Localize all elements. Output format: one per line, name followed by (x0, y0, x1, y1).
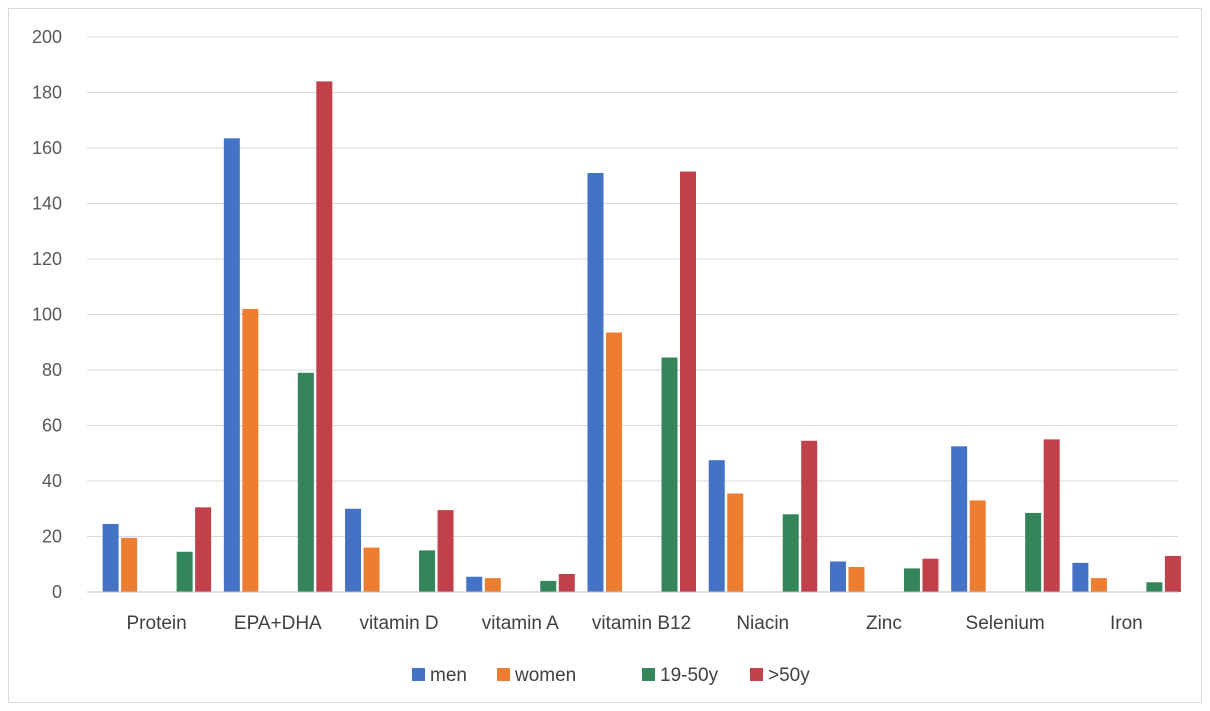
bar-1950y-iron (1146, 582, 1163, 592)
bar-1950y-selenium (1025, 512, 1042, 592)
y-tick-label: 40 (42, 471, 62, 491)
y-tick-label: 180 (32, 83, 62, 103)
y-tick-label: 200 (32, 27, 62, 47)
bar-1950y-zinc (903, 568, 920, 592)
bar-women-vitamin-d (363, 547, 380, 592)
x-category-label: vitamin A (482, 613, 559, 634)
bar-1950y-protein (176, 551, 193, 592)
y-tick-label: 100 (32, 305, 62, 325)
bar-men-selenium (951, 446, 968, 592)
legend-label: men (430, 665, 467, 686)
y-tick-label: 140 (32, 194, 62, 214)
bar-50y-protein (195, 507, 212, 592)
x-category-label: Zinc (866, 613, 902, 634)
x-category-label: Protein (127, 613, 187, 634)
legend-swatch (497, 668, 510, 681)
y-tick-label: 120 (32, 249, 62, 269)
bar-women-niacin (727, 493, 744, 592)
gridlines (87, 36, 1178, 537)
y-axis-tick-labels: 0 20 40 60 80 100 120 140 160 180 200 (32, 27, 62, 602)
bar-women-vitamin-b12 (606, 332, 622, 592)
bar-1950y-epa-dha (297, 372, 314, 592)
bar-50y-selenium (1043, 439, 1060, 592)
bars (102, 81, 1181, 593)
bar-1950y-vitamin-b12 (661, 357, 678, 592)
y-tick-label: 0 (52, 582, 62, 602)
legend-label: 19-50y (660, 665, 719, 686)
legend-item: women (497, 665, 576, 686)
chart-frame (8, 8, 1202, 703)
bar-50y-zinc (922, 558, 939, 592)
y-tick-label: 60 (42, 416, 62, 436)
y-tick-label: 160 (32, 138, 62, 158)
bar-men-iron (1072, 562, 1089, 592)
legend-label: women (514, 665, 576, 686)
bar-men-protein (102, 524, 119, 592)
bar-women-vitamin-a (484, 578, 501, 592)
x-category-label: vitamin B12 (592, 613, 691, 634)
bar-1950y-niacin (782, 514, 799, 592)
legend-swatch (642, 668, 655, 681)
bar-50y-vitamin-b12 (680, 171, 696, 592)
x-category-label: Niacin (736, 613, 789, 634)
bar-men-niacin (708, 460, 725, 592)
x-category-label: vitamin D (359, 613, 438, 634)
bar-women-epa-dha (242, 308, 259, 592)
legend-item: men (412, 665, 467, 686)
legend: men women 19-50y >50y (412, 665, 810, 686)
bar-50y-vitamin-d (437, 510, 454, 592)
x-category-label: Selenium (966, 613, 1045, 634)
bar-men-zinc (829, 561, 846, 592)
x-axis-category-labels: Protein EPA+DHA vitamin D vitamin A vitamin … (127, 613, 1143, 634)
bar-1950y-vitamin-a (540, 580, 557, 592)
y-tick-label: 80 (42, 360, 62, 380)
bar-men-vitamin-b12 (587, 172, 604, 592)
legend-item: >50y (750, 665, 810, 686)
bar-1950y-vitamin-d (419, 550, 436, 592)
legend-swatch (412, 668, 425, 681)
x-category-label: Iron (1110, 613, 1143, 634)
bar-men-vitamin-d (345, 508, 362, 592)
bar-50y-epa-dha (316, 81, 333, 593)
x-category-label: EPA+DHA (234, 613, 322, 634)
legend-label: >50y (768, 665, 810, 686)
y-tick-label: 20 (42, 527, 62, 547)
bar-50y-niacin (801, 440, 818, 592)
bar-women-zinc (848, 567, 865, 592)
legend-item: 19-50y (642, 665, 719, 686)
bar-50y-iron (1164, 555, 1181, 592)
bar-men-epa-dha (223, 138, 240, 592)
bar-women-selenium (969, 500, 986, 592)
bar-50y-vitamin-a (558, 573, 575, 592)
bar-women-iron (1090, 578, 1107, 592)
bar-men-vitamin-a (466, 576, 483, 592)
legend-swatch (750, 668, 763, 681)
bar-women-protein (121, 537, 138, 592)
